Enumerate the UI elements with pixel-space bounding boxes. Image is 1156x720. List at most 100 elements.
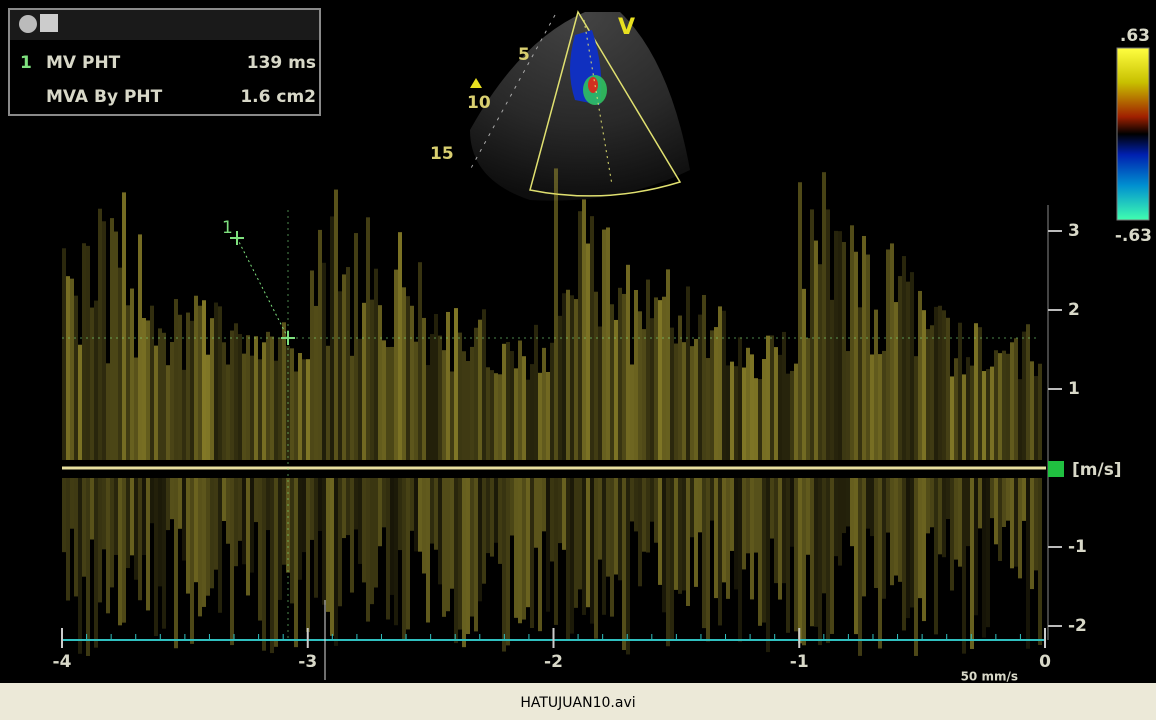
spectrum-texture (962, 374, 966, 460)
spectrum-texture (378, 478, 382, 546)
spectrum-texture (78, 345, 82, 460)
spectrum-texture (518, 341, 522, 460)
spectrum-texture (902, 478, 906, 630)
spectrum-texture (982, 478, 986, 638)
spectrum-texture (706, 478, 710, 641)
spectrum-texture (926, 329, 930, 460)
spectrum-texture (586, 478, 590, 607)
spectrum-texture (742, 368, 746, 460)
icon-button[interactable] (40, 14, 58, 32)
spectrum-texture (726, 365, 730, 460)
spectrum-texture (618, 288, 622, 460)
spectrum-texture (846, 351, 850, 460)
spectrum-texture (710, 330, 714, 460)
spectrum-texture (206, 355, 210, 460)
spectrum-texture (874, 478, 878, 588)
spectrum-texture (586, 244, 590, 460)
spectrum-texture (710, 478, 714, 521)
spectrum-texture (686, 286, 690, 460)
spectrum-texture (202, 478, 206, 607)
spectrum-texture (142, 318, 146, 460)
spectrum-texture (918, 291, 922, 460)
spectrum-texture (146, 320, 150, 460)
spectrum-texture (582, 478, 586, 615)
spectrum-texture (518, 478, 522, 623)
spectrum-texture (930, 478, 934, 527)
spectrum-texture (306, 478, 310, 632)
spectrum-texture (82, 243, 86, 460)
spectrum-texture (614, 478, 618, 574)
spectrum-texture (770, 478, 774, 539)
spectrum-texture (1002, 351, 1006, 460)
spectrum-texture (270, 478, 274, 653)
spectrum-texture (1022, 478, 1026, 521)
spectrum-texture (442, 350, 446, 460)
spectrum-texture (730, 362, 734, 460)
spectrum-texture (910, 272, 914, 460)
spectrum-texture (758, 478, 762, 626)
spectrum-texture (214, 303, 218, 460)
spectrum-texture (98, 478, 102, 602)
spectrum-texture (242, 354, 246, 460)
spectrum-texture (534, 325, 538, 460)
spectrum-texture (434, 314, 438, 460)
spectrum-texture (634, 290, 638, 460)
spectrum-texture (894, 478, 898, 576)
spectrum-texture (994, 478, 998, 544)
spectrum-texture (150, 306, 154, 460)
spectrum-texture (646, 280, 650, 460)
spectrum-texture (158, 478, 162, 586)
spectrum-texture (822, 478, 826, 593)
measurement-index: 1 (20, 53, 32, 73)
spectrum-texture (310, 478, 314, 540)
spectrum-texture (734, 478, 738, 589)
spectrum-texture (858, 478, 862, 656)
spectrum-texture (510, 478, 514, 535)
spectrum-texture (186, 478, 190, 594)
spectrum-texture (402, 287, 406, 460)
page: 1 MV PHT 139 ms MVA By PHT 1.6 cm2 V 5 1… (0, 0, 1156, 720)
spectrum-texture (546, 372, 550, 460)
spectrum-texture (962, 478, 966, 654)
spectrum-texture (170, 342, 174, 460)
baseline-handle[interactable] (1048, 461, 1064, 477)
spectrum-texture (686, 478, 690, 606)
spectrum-texture (718, 478, 722, 625)
spectrum-texture (914, 478, 918, 656)
spectrum-texture (602, 478, 606, 615)
spectrum-texture (582, 199, 586, 460)
spectrum-texture (434, 478, 438, 550)
filename: HATUJUAN10.avi (520, 695, 635, 711)
spectrum-texture (226, 365, 230, 460)
spectrum-texture (818, 478, 822, 645)
spectrum-texture (626, 265, 630, 460)
spectrum-texture (614, 320, 618, 460)
spectrum-texture (318, 230, 322, 460)
velocity-tick-label: -2 (1068, 616, 1087, 636)
spectrum-texture (462, 351, 466, 460)
spectrum-texture (762, 359, 766, 460)
spectrum-texture (750, 478, 754, 599)
spectrum-texture (670, 328, 674, 460)
spectrum-texture (290, 478, 294, 603)
spectrum-texture (218, 478, 222, 613)
spectrum-texture (994, 350, 998, 460)
spectrum-texture (814, 241, 818, 460)
spectrum-texture (1010, 478, 1014, 568)
spectrum-texture (330, 478, 334, 636)
spectrum-texture (478, 320, 482, 460)
spectrum-texture (542, 348, 546, 460)
spectrum-texture (826, 478, 830, 643)
velocity-tick-label: 1 (1068, 379, 1080, 399)
icon-button[interactable] (19, 15, 37, 33)
spectrum-texture (102, 221, 106, 460)
spectrum-texture (506, 478, 510, 645)
spectrum-texture (810, 478, 814, 626)
velocity-tick-label: -1 (1068, 537, 1087, 557)
spectrum-texture (446, 312, 450, 460)
spectrum-texture (970, 478, 974, 649)
spectrum-texture (374, 478, 378, 587)
spectrum-texture (638, 478, 642, 586)
spectrum-texture (498, 374, 502, 460)
spectrum-texture (382, 478, 386, 527)
